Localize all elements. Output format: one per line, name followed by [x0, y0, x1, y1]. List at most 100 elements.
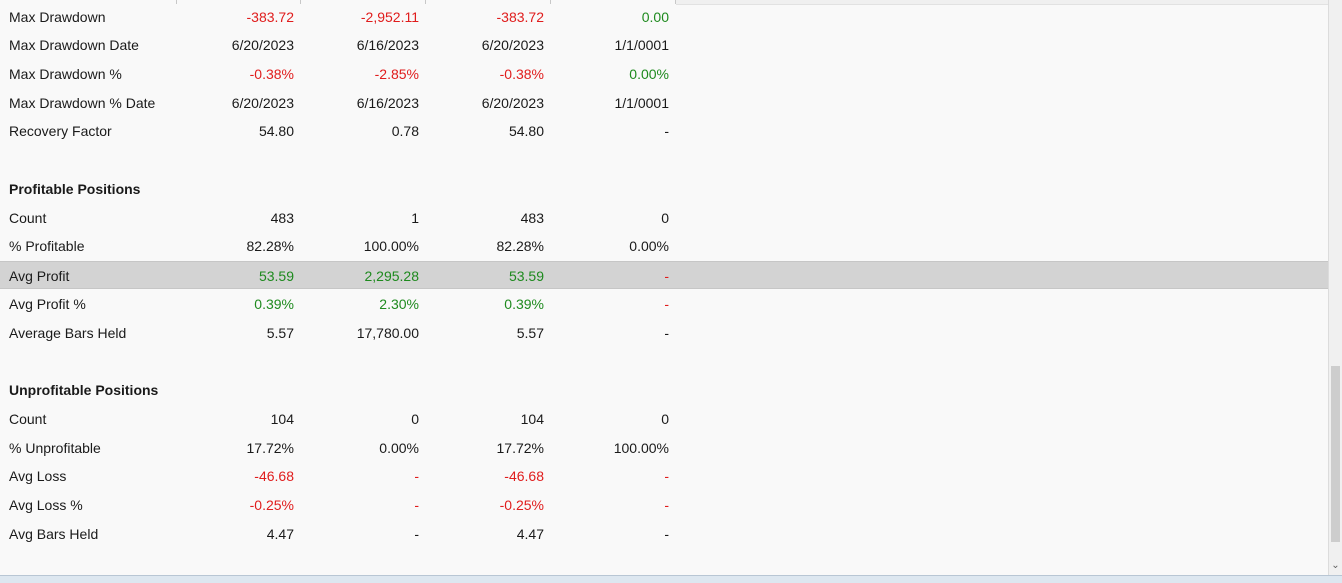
cell-col-1: 0.39%	[254, 296, 294, 312]
spacer-row	[0, 146, 1328, 174]
table-row[interactable]: Recovery Factor 54.80 0.78 54.80 -	[0, 117, 1328, 145]
table-row[interactable]: Max Drawdown -383.72 -2,952.11 -383.72 0.00	[0, 3, 1328, 31]
cell-col-1: -46.68	[254, 468, 294, 484]
cell-col-3: 17.72%	[496, 440, 544, 456]
section-header-row[interactable]: Profitable Positions	[0, 175, 1328, 203]
scrollbar-thumb[interactable]	[1331, 366, 1340, 542]
table-row[interactable]: Max Drawdown % Date 6/20/2023 6/16/2023 6/2…	[0, 89, 1328, 117]
cell-col-2: 6/16/2023	[356, 95, 419, 111]
cell-col-2: 1	[411, 210, 419, 226]
table-row[interactable]: Count 483 1 483 0	[0, 204, 1328, 232]
table-row[interactable]: Avg Loss % -0.25% - -0.25% -	[0, 491, 1328, 519]
bottom-panel-edge	[0, 575, 1342, 583]
cell-col-2: 100.00%	[363, 238, 419, 254]
cell-col-3: 6/20/2023	[481, 95, 544, 111]
column-divider[interactable]	[550, 0, 551, 4]
cell-col-2: 0	[411, 411, 419, 427]
cell-col-1: 5.57	[266, 325, 294, 341]
cell-col-3: 82.28%	[496, 238, 544, 254]
cell-col-4: -	[664, 497, 669, 513]
row-label: Count	[9, 210, 47, 226]
column-divider[interactable]	[425, 0, 426, 4]
row-label: Max Drawdown Date	[9, 37, 139, 53]
cell-col-4: 100.00%	[613, 440, 669, 456]
cell-col-3: 54.80	[508, 123, 544, 139]
cell-col-4: -	[664, 325, 669, 341]
row-label: Avg Profit	[9, 268, 70, 284]
cell-col-3: 6/20/2023	[481, 37, 544, 53]
cell-col-3: 104	[520, 411, 544, 427]
cell-col-1: 53.59	[258, 268, 294, 284]
cell-col-1: 104	[270, 411, 294, 427]
cell-col-2: -	[414, 468, 419, 484]
cell-col-2: -2,952.11	[360, 9, 419, 25]
row-label: Avg Bars Held	[9, 526, 99, 542]
cell-col-1: 82.28%	[246, 238, 294, 254]
cell-col-3: -46.68	[504, 468, 544, 484]
cell-col-2: 17,780.00	[356, 325, 419, 341]
row-label: % Unprofitable	[9, 440, 101, 456]
row-label: Avg Loss	[9, 468, 67, 484]
cell-col-1: -0.38%	[249, 66, 294, 82]
row-label: Recovery Factor	[9, 123, 112, 139]
section-header-row[interactable]: Unprofitable Positions	[0, 376, 1328, 404]
table-row[interactable]: Avg Profit 53.59 2,295.28 53.59 -	[0, 261, 1328, 289]
table-row[interactable]: Max Drawdown % -0.38% -2.85% -0.38% 0.00%	[0, 60, 1328, 88]
column-divider[interactable]	[300, 0, 301, 4]
table-row[interactable]: Average Bars Held 5.57 17,780.00 5.57 -	[0, 319, 1328, 347]
cell-col-4: 0.00	[641, 9, 669, 25]
cell-col-3: 483	[520, 210, 544, 226]
cell-col-3: 4.47	[516, 526, 544, 542]
row-label: Avg Loss %	[9, 497, 83, 513]
table-row[interactable]: % Unprofitable 17.72% 0.00% 17.72% 100.00%	[0, 434, 1328, 462]
cell-col-2: -2.85%	[374, 66, 419, 82]
cell-col-4: -	[664, 526, 669, 542]
cell-col-1: 483	[270, 210, 294, 226]
cell-col-1: 17.72%	[246, 440, 294, 456]
column-divider[interactable]	[675, 0, 676, 4]
table-row[interactable]: % Profitable 82.28% 100.00% 82.28% 0.00%	[0, 232, 1328, 260]
cell-col-3: 5.57	[516, 325, 544, 341]
spacer-row	[0, 348, 1328, 376]
section-title: Profitable Positions	[9, 181, 141, 197]
column-dividers	[0, 0, 680, 4]
cell-col-4: -	[664, 296, 669, 312]
table-row[interactable]: Max Drawdown Date 6/20/2023 6/16/2023 6/20/…	[0, 31, 1328, 59]
cell-col-4: -	[664, 268, 669, 284]
chevron-down-icon[interactable]: ⌄	[1331, 560, 1340, 571]
vertical-scrollbar[interactable]: ⌄	[1328, 0, 1342, 575]
table-row[interactable]: Avg Profit % 0.39% 2.30% 0.39% -	[0, 290, 1328, 318]
cell-col-4: -	[664, 468, 669, 484]
row-label: Max Drawdown %	[9, 66, 122, 82]
row-label: Avg Profit %	[9, 296, 86, 312]
performance-grid: Max Drawdown -383.72 -2,952.11 -383.72 0.00 M…	[0, 0, 1328, 548]
cell-col-2: -	[414, 497, 419, 513]
cell-col-1: -0.25%	[249, 497, 294, 513]
cell-col-4: 0.00%	[629, 66, 669, 82]
row-label: Count	[9, 411, 47, 427]
header-edge	[676, 0, 1328, 5]
cell-col-1: 6/20/2023	[231, 95, 294, 111]
cell-col-1: 6/20/2023	[231, 37, 294, 53]
cell-col-2: 0.78	[391, 123, 419, 139]
table-row[interactable]: Count 104 0 104 0	[0, 405, 1328, 433]
cell-col-2: -	[414, 526, 419, 542]
cell-col-3: 0.39%	[504, 296, 544, 312]
row-label: Average Bars Held	[9, 325, 127, 341]
cell-col-3: -0.25%	[499, 497, 544, 513]
cell-col-2: 2.30%	[379, 296, 419, 312]
cell-col-3: -0.38%	[499, 66, 544, 82]
cell-col-2: 2,295.28	[364, 268, 420, 284]
cell-col-1: 4.47	[266, 526, 294, 542]
table-row[interactable]: Avg Loss -46.68 - -46.68 -	[0, 462, 1328, 490]
cell-col-4: 0	[661, 411, 669, 427]
cell-col-1: 54.80	[258, 123, 294, 139]
column-divider[interactable]	[176, 0, 177, 4]
table-row[interactable]: Avg Bars Held 4.47 - 4.47 -	[0, 520, 1328, 548]
section-title: Unprofitable Positions	[9, 382, 159, 398]
cell-col-4: 0	[661, 210, 669, 226]
cell-col-1: -383.72	[246, 9, 294, 25]
cell-col-3: -383.72	[496, 9, 544, 25]
row-label: Max Drawdown % Date	[9, 95, 156, 111]
cell-col-3: 53.59	[508, 268, 544, 284]
